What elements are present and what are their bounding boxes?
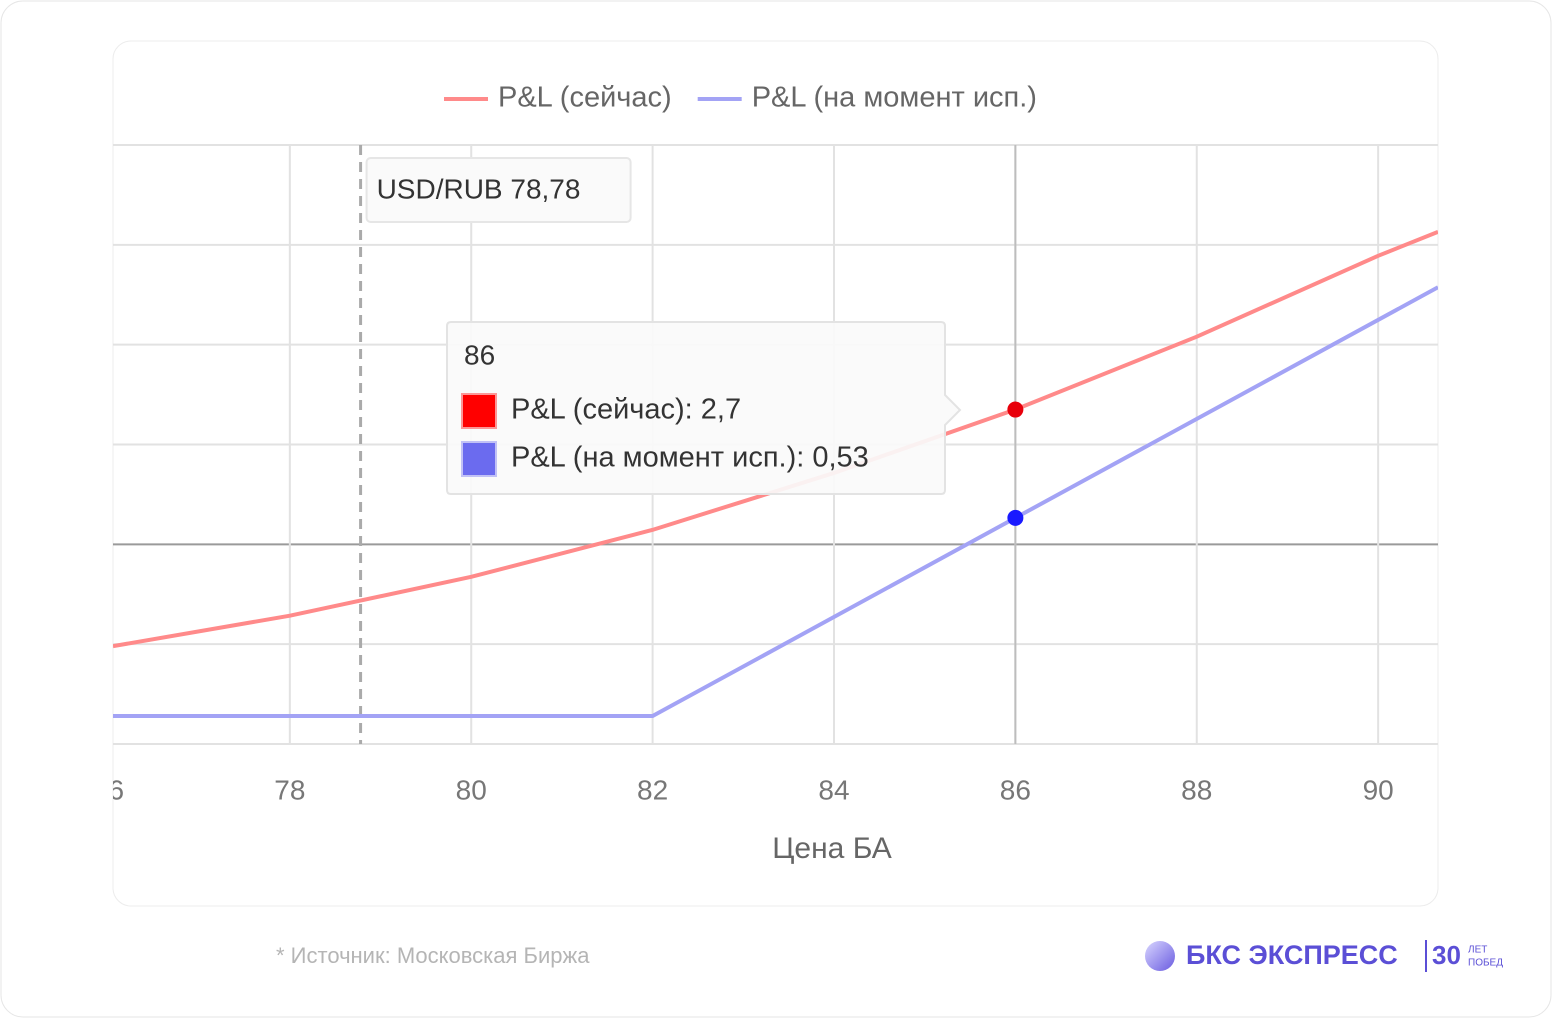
x-tick-label: 88 bbox=[1181, 774, 1212, 805]
x-axis-title: Цена БА bbox=[772, 832, 892, 865]
legend-label: P&L (сейчас) bbox=[498, 82, 672, 114]
logo-text: БКС ЭКСПРЕСС bbox=[1186, 940, 1398, 970]
x-tick-label: 76 bbox=[93, 774, 124, 805]
legend-label: P&L (на момент исп.) bbox=[752, 82, 1037, 114]
tooltip-box bbox=[446, 321, 962, 495]
tooltip-swatch bbox=[461, 441, 497, 477]
x-tick-label: 78 bbox=[274, 774, 305, 805]
tooltip-row: P&L (сейчас): 2,7 bbox=[511, 394, 741, 426]
x-tick-label: 84 bbox=[818, 774, 849, 805]
marker-label: USD/RUB 78,78 bbox=[377, 173, 581, 204]
source-note: * Источник: Московская Биржа bbox=[276, 943, 590, 968]
tooltip-swatch bbox=[461, 393, 497, 429]
tooltip-row: P&L (на момент исп.): 0,53 bbox=[511, 442, 869, 474]
x-tick-label: 90 bbox=[1363, 774, 1394, 805]
logo-badge-bottom: ПОБЕД bbox=[1468, 958, 1503, 969]
series-line bbox=[113, 285, 1438, 719]
x-tick-label: 86 bbox=[1000, 774, 1031, 805]
logo-badge-top: ЛЕТ bbox=[1468, 945, 1487, 956]
logo-badge: 30 bbox=[1432, 940, 1461, 970]
tooltip-title: 86 bbox=[464, 339, 495, 370]
x-tick-label: 80 bbox=[456, 774, 487, 805]
logo-icon bbox=[1145, 941, 1175, 971]
x-tick-label: 82 bbox=[637, 774, 668, 805]
hover-dot bbox=[1007, 401, 1024, 418]
hover-dot bbox=[1007, 509, 1024, 526]
marker-label-box bbox=[365, 157, 632, 223]
